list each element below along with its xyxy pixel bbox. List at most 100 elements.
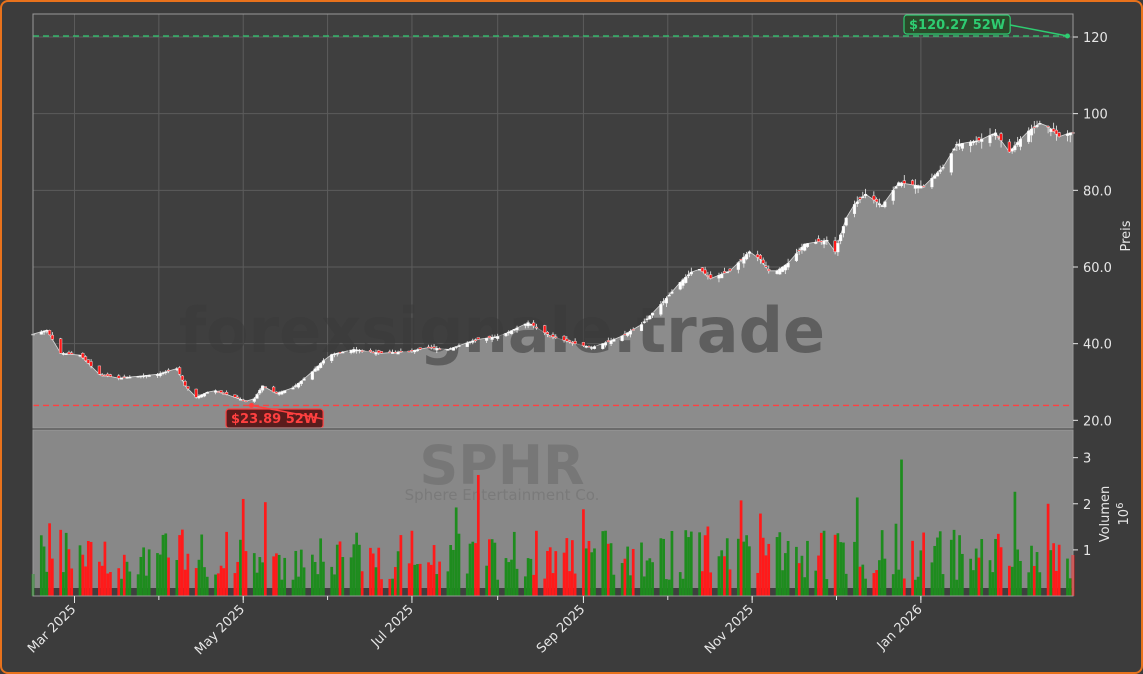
candle-body bbox=[775, 270, 779, 274]
candle-body bbox=[178, 367, 182, 375]
candle-body bbox=[142, 375, 146, 377]
volume-bar bbox=[280, 579, 284, 596]
volume-bar bbox=[1032, 565, 1036, 596]
volume-bar bbox=[795, 546, 798, 596]
candle-body bbox=[1038, 123, 1042, 125]
volume-bar bbox=[147, 549, 151, 596]
volume-bar bbox=[739, 500, 743, 596]
volume-bar bbox=[181, 529, 184, 596]
candle-body bbox=[664, 298, 668, 304]
volume-bar bbox=[299, 549, 303, 596]
candle-body bbox=[933, 175, 937, 179]
candle-body bbox=[988, 135, 992, 144]
candle-body bbox=[996, 136, 1000, 138]
candle-body bbox=[147, 374, 151, 377]
volume-bar bbox=[911, 540, 914, 596]
volume-bar bbox=[606, 543, 610, 596]
candle-body bbox=[584, 346, 588, 348]
candle-body bbox=[125, 377, 129, 379]
candle-body bbox=[355, 349, 359, 352]
candle-body bbox=[545, 332, 550, 335]
volume-bar bbox=[883, 558, 887, 596]
volume-bar bbox=[70, 568, 74, 596]
candle-body bbox=[244, 400, 248, 402]
candle-body bbox=[814, 241, 818, 244]
volume-bar bbox=[471, 541, 475, 596]
volume-bar bbox=[48, 523, 51, 596]
candle-body bbox=[703, 269, 707, 275]
candle-body bbox=[86, 359, 90, 364]
candle-body bbox=[357, 349, 361, 352]
volume-bar bbox=[330, 566, 334, 596]
candle-body bbox=[960, 143, 964, 149]
volume-bar bbox=[742, 541, 746, 596]
candle-body bbox=[941, 167, 945, 169]
volume-bar bbox=[584, 548, 588, 596]
volume-bar bbox=[122, 554, 126, 596]
candle-body bbox=[601, 343, 605, 349]
volume-bar bbox=[878, 560, 881, 596]
volume-bar bbox=[51, 558, 54, 596]
candle-body bbox=[935, 172, 940, 177]
volume-bar bbox=[891, 574, 895, 596]
volume-ytick-label: 1 bbox=[1083, 544, 1091, 559]
candle-body bbox=[529, 324, 533, 326]
candle-body bbox=[396, 351, 400, 355]
volume-bar bbox=[532, 574, 535, 596]
volume-bar bbox=[609, 543, 613, 596]
volume-bar bbox=[526, 558, 530, 596]
candle-body bbox=[294, 385, 298, 387]
candle-body bbox=[515, 327, 519, 330]
candle-body bbox=[958, 143, 962, 147]
candle-body bbox=[136, 376, 140, 378]
volume-bar bbox=[322, 561, 325, 596]
volume-bar bbox=[222, 568, 226, 596]
candle-body bbox=[717, 275, 721, 279]
volume-bar bbox=[410, 530, 414, 596]
candle-body bbox=[623, 333, 627, 336]
volume-bar bbox=[1008, 565, 1011, 596]
price-ytick-label: 60.0 bbox=[1083, 261, 1112, 276]
volume-bar bbox=[1030, 545, 1033, 596]
volume-bar bbox=[106, 573, 110, 596]
volume-bar bbox=[369, 547, 372, 596]
volume-bar bbox=[297, 576, 300, 596]
volume-bar bbox=[164, 533, 168, 596]
candle-body bbox=[1018, 139, 1022, 147]
candle-body bbox=[720, 273, 724, 279]
price-ytick-label: 80.0 bbox=[1083, 184, 1112, 199]
volume-bar bbox=[255, 572, 259, 596]
volume-bar bbox=[1013, 491, 1017, 596]
candle-body bbox=[819, 240, 823, 243]
candle-body bbox=[728, 268, 732, 272]
volume-bar bbox=[902, 578, 906, 596]
high-52w-label: $120.27 52W bbox=[909, 18, 1005, 33]
volume-bar bbox=[748, 546, 751, 596]
candle-body bbox=[219, 390, 223, 393]
volume-bar bbox=[897, 569, 901, 596]
candle-body bbox=[180, 375, 184, 381]
volume-bar bbox=[720, 550, 724, 596]
candle-body bbox=[512, 329, 516, 331]
candle-body bbox=[106, 373, 110, 377]
candle-body bbox=[161, 372, 165, 374]
volume-bar bbox=[432, 545, 436, 596]
candle-body bbox=[803, 243, 807, 251]
volume-bar bbox=[872, 573, 876, 596]
volume-bar bbox=[67, 549, 71, 596]
volume-bar bbox=[836, 533, 840, 596]
candle-body bbox=[128, 376, 132, 379]
volume-bar bbox=[980, 539, 984, 596]
candle-body bbox=[612, 339, 616, 342]
candle-body bbox=[332, 353, 337, 356]
candle-body bbox=[543, 325, 547, 333]
candle-body bbox=[310, 371, 314, 380]
candle-body bbox=[1049, 128, 1053, 132]
volume-bar bbox=[523, 576, 527, 596]
volume-bar bbox=[725, 538, 729, 596]
volume-bar bbox=[319, 538, 323, 596]
candle-body bbox=[686, 274, 691, 276]
volume-bar bbox=[590, 552, 594, 596]
volume-bar bbox=[418, 563, 422, 596]
volume-bar bbox=[510, 559, 513, 596]
